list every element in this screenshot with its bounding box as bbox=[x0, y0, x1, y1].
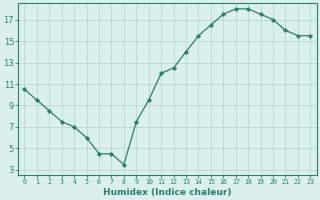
X-axis label: Humidex (Indice chaleur): Humidex (Indice chaleur) bbox=[103, 188, 232, 197]
